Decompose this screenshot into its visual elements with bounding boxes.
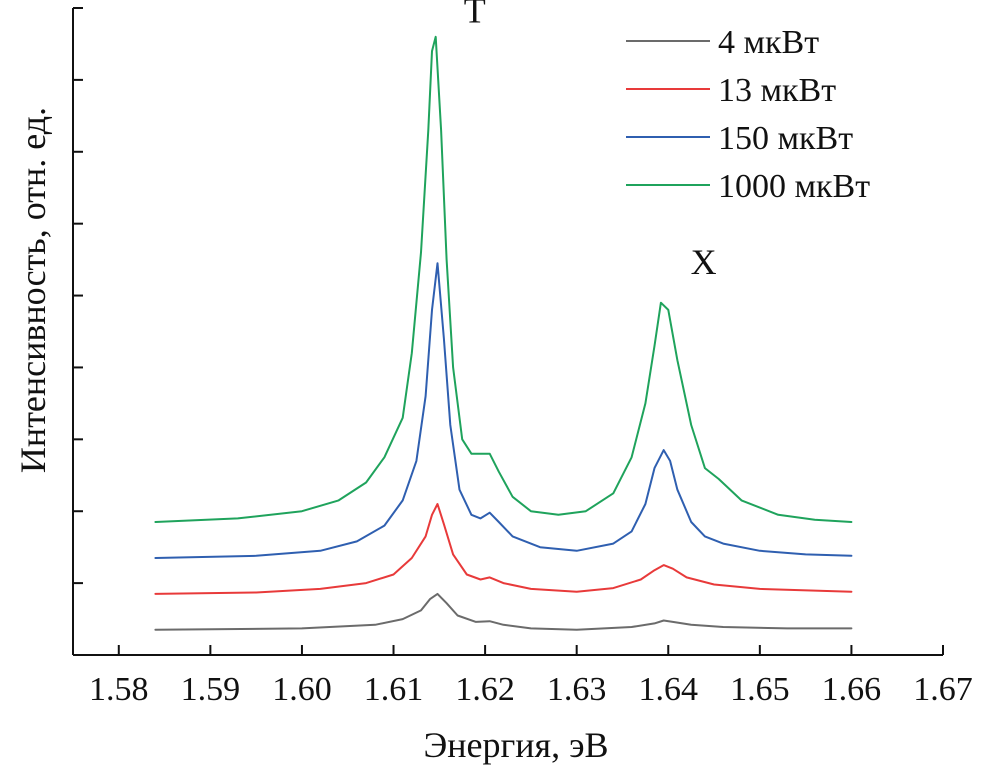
series-line-0 bbox=[154, 592, 853, 631]
legend: 4 мкВт 13 мкВт 150 мкВт 1000 мкВт bbox=[626, 24, 870, 205]
y-ticks bbox=[73, 7, 83, 585]
series-line-1 bbox=[154, 503, 853, 595]
x-tick-label: 1.60 bbox=[272, 671, 332, 708]
peak-label-1: X bbox=[691, 242, 717, 282]
x-tick-label: 1.58 bbox=[89, 671, 149, 708]
annotations: TX bbox=[464, 0, 717, 282]
x-tick-label: 1.67 bbox=[913, 671, 973, 708]
x-tick-label: 1.66 bbox=[822, 671, 882, 708]
legend-label-2: 150 мкВт bbox=[718, 120, 853, 157]
series-layer bbox=[154, 35, 853, 631]
x-tick-label: 1.62 bbox=[455, 671, 515, 708]
x-tick-label: 1.64 bbox=[639, 671, 699, 708]
legend-label-3: 1000 мкВт bbox=[718, 168, 870, 205]
x-tick-label: 1.65 bbox=[730, 671, 790, 708]
series-line-2 bbox=[154, 262, 853, 559]
x-tick-label: 1.59 bbox=[181, 671, 241, 708]
x-tick-label: 1.61 bbox=[364, 671, 424, 708]
legend-label-0: 4 мкВт bbox=[718, 24, 819, 61]
y-axis-title: Интенсивность, отн. ед. bbox=[13, 107, 53, 473]
legend-label-1: 13 мкВт bbox=[718, 72, 836, 109]
x-ticks: 1.58 1.59 1.60 1.61 1.62 1.63 1.64 1.65 1.66 1.67 bbox=[89, 645, 973, 708]
peak-label-0: T bbox=[464, 0, 486, 30]
x-axis-title: Энергия, эВ bbox=[423, 725, 608, 765]
series-line-3 bbox=[154, 35, 853, 523]
axes bbox=[72, 8, 943, 656]
x-tick-label: 1.63 bbox=[547, 671, 607, 708]
